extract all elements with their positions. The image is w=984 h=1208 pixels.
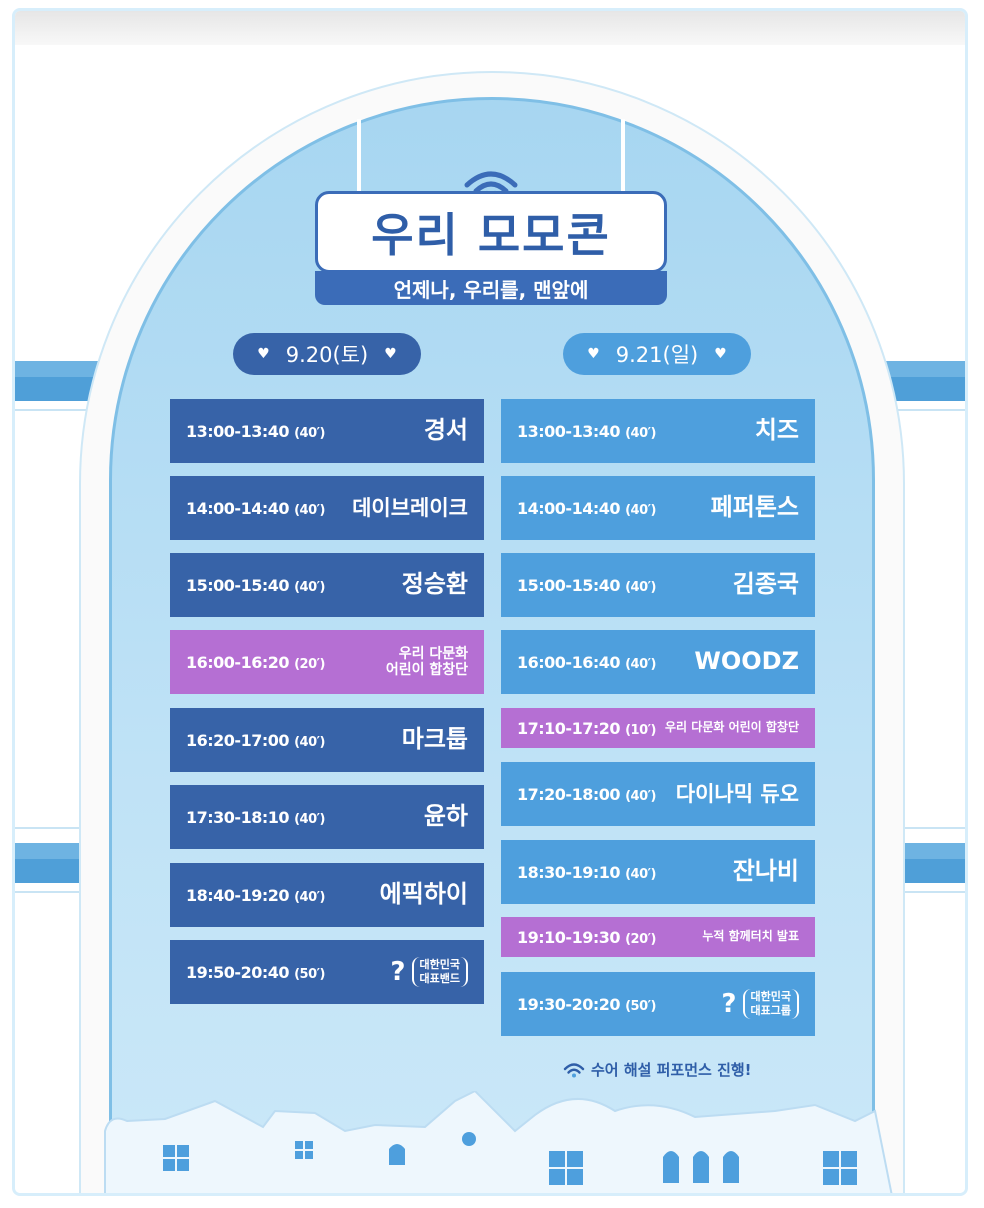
slot-duration: (40′) (294, 811, 325, 827)
slot-artist: 데이브레이크 (352, 495, 468, 520)
schedule-slot: 18:30-19:10 (40′) 잔나비 (501, 840, 815, 904)
slot-time: 15:00-15:40 (517, 575, 621, 595)
schedule-slot: 15:00-15:40 (40′) 정승환 (170, 553, 484, 617)
poster-frame: 우리 모모콘 언제나, 우리를, 맨앞에 ♥ 9.20(토) ♥ ♥ 9.21(… (12, 8, 968, 1196)
schedule-slot: 17:30-18:10 (40′) 윤하 (170, 785, 484, 849)
slot-artist: 페퍼톤스 (710, 493, 799, 522)
slot-time: 17:10-17:20 (517, 718, 621, 738)
slot-time: 19:10-19:30 (517, 927, 621, 947)
schedule-slot: 17:20-18:00 (40′) 다이나믹 듀오 (501, 762, 815, 826)
date-label-day2: 9.21(일) (615, 343, 699, 367)
slot-artist: 에픽하이 (379, 880, 468, 909)
slot-duration: (40′) (294, 502, 325, 518)
slot-artist: 다이나믹 듀오 (675, 781, 799, 806)
slot-artist: WOODZ (694, 647, 799, 676)
heart-icon: ♥ (384, 346, 397, 362)
heart-icon: ♥ (257, 346, 270, 362)
date-pill-day1: ♥ 9.20(토) ♥ (233, 333, 421, 375)
slot-time: 19:30-20:20 (517, 994, 621, 1014)
schedule-slot: 16:20-17:00 (40′) 마크툽 (170, 708, 484, 772)
slot-duration: (40′) (625, 866, 656, 882)
slot-artist: 정승환 (401, 570, 468, 599)
schedule-slot: 18:40-19:20 (40′) 에픽하이 (170, 863, 484, 927)
schedule-slot: 16:00-16:40 (40′) WOODZ (501, 630, 815, 694)
schedule-slot: 14:00-14:40 (40′) 페퍼톤스 (501, 476, 815, 540)
slot-time: 16:20-17:00 (186, 730, 290, 750)
town-skyline (104, 1091, 893, 1193)
festival-subtitle: 언제나, 우리를, 맨앞에 (315, 271, 667, 305)
slot-artist: 김종국 (732, 570, 799, 599)
heart-icon: ♥ (714, 346, 727, 362)
notice-text: 수어 해설 퍼포먼스 진행! (591, 1061, 752, 1079)
schedule-slot-special: 19:10-19:30 (20′) 누적 함께터치 발표 (501, 917, 815, 957)
slot-duration: (50′) (625, 998, 656, 1014)
slot-duration: (40′) (294, 734, 325, 750)
schedule-slot: 13:00-13:40 (40′) 경서 (170, 399, 484, 463)
slot-time: 14:00-14:40 (517, 498, 621, 518)
mystery-hint: 대한민국 대표밴드 (411, 956, 468, 988)
slot-time: 13:00-13:40 (517, 421, 621, 441)
slot-duration: (20′) (625, 931, 656, 947)
schedule-slot-special: 17:10-17:20 (10′) 우리 다문화 어린이 합창단 (501, 708, 815, 748)
slot-time: 16:00-16:20 (186, 652, 290, 672)
slot-time: 19:50-20:40 (186, 962, 290, 982)
schedule-slot-special: 16:00-16:20 (20′) 우리 다문화 어린이 합창단 (170, 630, 484, 694)
slot-artist: 경서 (423, 416, 468, 445)
schedule-slot: 19:50-20:40 (50′) ? 대한민국 대표밴드 (170, 940, 484, 1004)
slot-duration: (40′) (625, 788, 656, 804)
slot-time: 17:30-18:10 (186, 807, 290, 827)
slot-time: 18:40-19:20 (186, 885, 290, 905)
slot-artist: 우리 다문화 어린이 합창단 (665, 720, 799, 735)
slot-artist: 누적 함께터치 발표 (702, 929, 799, 944)
mystery-mark: ? (721, 989, 737, 1019)
mystery-hint: 대한민국 대표그룹 (742, 988, 799, 1020)
date-label-day1: 9.20(토) (285, 343, 369, 367)
slot-artist: 잔나비 (732, 857, 799, 886)
slot-duration: (40′) (294, 889, 325, 905)
slot-duration: (40′) (294, 579, 325, 595)
hanger-right (621, 119, 625, 207)
slot-artist: 윤하 (423, 802, 468, 831)
sign-language-notice: 수어 해설 퍼포먼스 진행! (563, 1059, 752, 1080)
wifi-icon (563, 1062, 585, 1077)
heart-icon: ♥ (587, 346, 600, 362)
schedule-slot: 14:00-14:40 (40′) 데이브레이크 (170, 476, 484, 540)
hanger-left (357, 119, 361, 207)
slot-duration: (40′) (625, 502, 656, 518)
slot-duration: (40′) (625, 425, 656, 441)
slot-duration: (50′) (294, 966, 325, 982)
slot-time: 15:00-15:40 (186, 575, 290, 595)
slot-artist: 마크툽 (401, 725, 468, 754)
slot-duration: (40′) (625, 579, 656, 595)
slot-time: 18:30-19:10 (517, 862, 621, 882)
mystery-mark: ? (390, 957, 406, 987)
slot-duration: (40′) (625, 656, 656, 672)
schedule-slot: 19:30-20:20 (50′) ? 대한민국 대표그룹 (501, 972, 815, 1036)
slot-artist-mystery: ? 대한민국 대표그룹 (721, 988, 799, 1020)
slot-artist: 치즈 (754, 416, 799, 445)
slot-time: 17:20-18:00 (517, 784, 621, 804)
festival-logo: 우리 모모콘 언제나, 우리를, 맨앞에 (315, 171, 667, 305)
slot-duration: (40′) (294, 425, 325, 441)
slot-duration: (20′) (294, 656, 325, 672)
slot-time: 16:00-16:40 (517, 652, 621, 672)
festival-title: 우리 모모콘 (315, 191, 667, 273)
top-bar (15, 11, 965, 45)
slot-artist-mystery: ? 대한민국 대표밴드 (390, 956, 468, 988)
slot-duration: (10′) (625, 722, 656, 738)
slot-time: 14:00-14:40 (186, 498, 290, 518)
schedule-slot: 15:00-15:40 (40′) 김종국 (501, 553, 815, 617)
slot-artist: 우리 다문화 어린이 합창단 (385, 645, 468, 678)
slot-time: 13:00-13:40 (186, 421, 290, 441)
schedule-slot: 13:00-13:40 (40′) 치즈 (501, 399, 815, 463)
date-pill-day2: ♥ 9.21(일) ♥ (563, 333, 751, 375)
